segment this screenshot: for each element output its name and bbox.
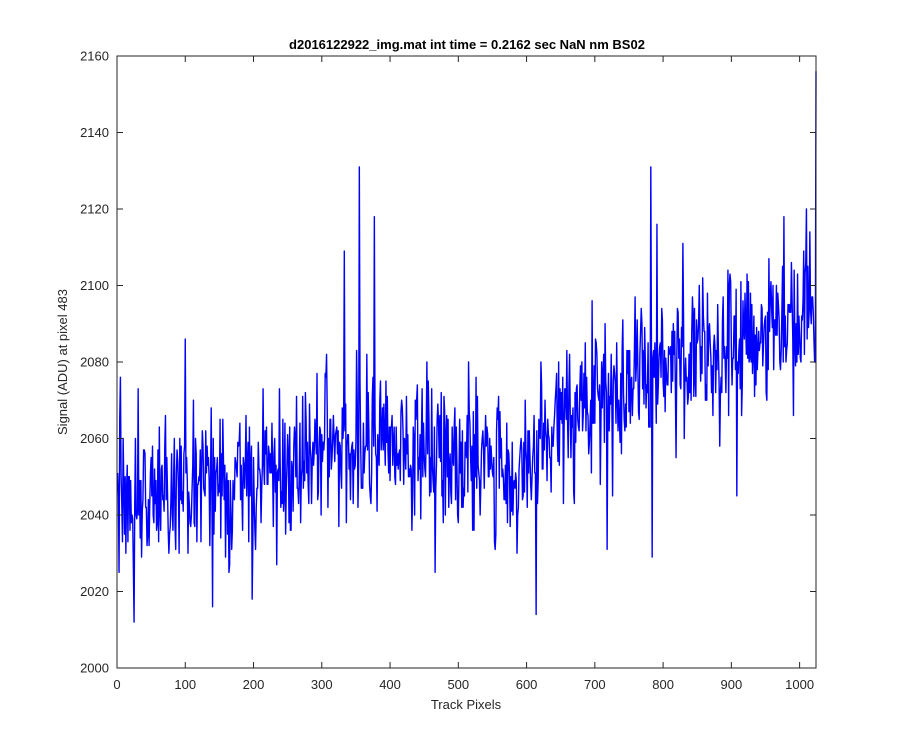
x-axis-label: Track Pixels <box>431 697 502 712</box>
chart-title: d2016122922_img.mat int time = 0.2162 se… <box>289 37 645 52</box>
x-tick-label: 500 <box>447 677 469 692</box>
y-tick-label: 2040 <box>80 508 109 523</box>
y-axis: 2000 2020 2040 2060 2080 2100 2120 2140 2160 <box>80 49 816 676</box>
y-tick-label: 2080 <box>80 355 109 370</box>
x-tick-label: 200 <box>243 677 265 692</box>
y-tick-label: 2000 <box>80 661 109 676</box>
x-tick-label: 400 <box>379 677 401 692</box>
x-tick-label: 1000 <box>785 677 814 692</box>
y-tick-label: 2060 <box>80 431 109 446</box>
y-tick-label: 2020 <box>80 584 109 599</box>
x-tick-label: 700 <box>584 677 606 692</box>
y-tick-label: 2100 <box>80 278 109 293</box>
x-tick-label: 300 <box>311 677 333 692</box>
x-tick-label: 900 <box>721 677 743 692</box>
x-tick-label: 600 <box>516 677 538 692</box>
y-tick-label: 2120 <box>80 202 109 217</box>
x-tick-label: 100 <box>174 677 196 692</box>
plot-area <box>116 55 817 669</box>
series-layer <box>116 71 817 623</box>
plot-background <box>117 56 816 668</box>
x-tick-label: 0 <box>113 677 120 692</box>
y-tick-label: 2140 <box>80 125 109 140</box>
x-axis: 0 100 200 300 400 500 600 700 800 900 1000 <box>113 56 814 692</box>
y-tick-label: 2160 <box>80 49 109 64</box>
x-tick-label: 800 <box>652 677 674 692</box>
y-axis-label: Signal (ADU) at pixel 483 <box>55 289 70 435</box>
signal-line <box>116 71 817 623</box>
